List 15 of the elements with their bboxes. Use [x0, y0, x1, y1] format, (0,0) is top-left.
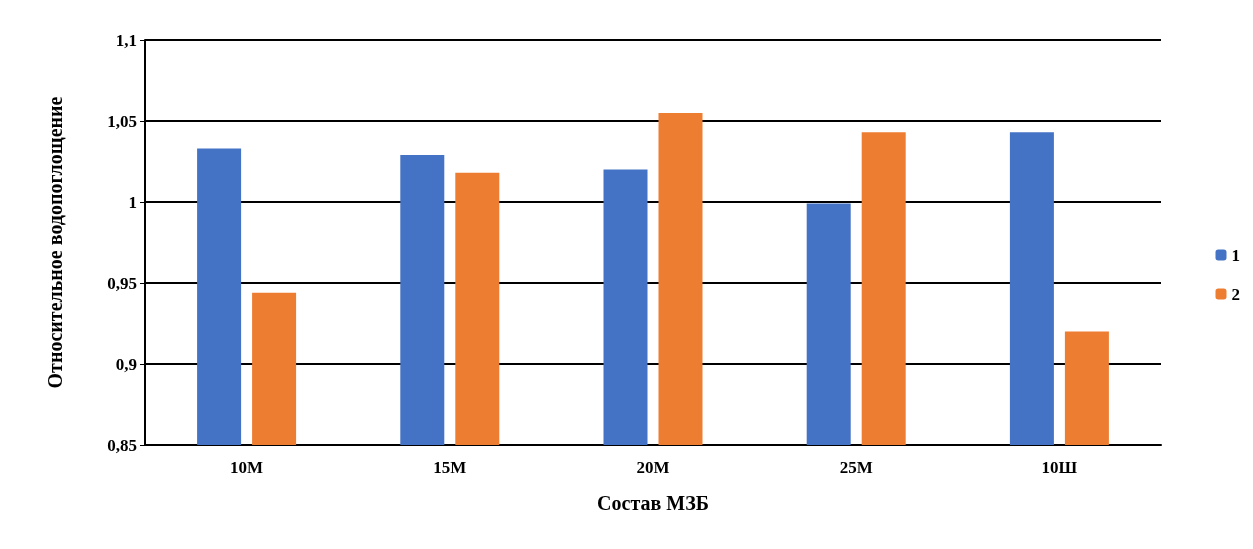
x-tick-label: 10Ш: [1041, 458, 1078, 477]
x-tick-label: 20М: [636, 458, 670, 477]
legend-label: 2: [1231, 284, 1240, 304]
x-tick-label: 25М: [839, 458, 873, 477]
y-tick-label: 1,05: [107, 111, 137, 131]
y-tick-label: 0,85: [107, 435, 137, 455]
y-tick-label: 0,95: [107, 273, 137, 293]
legend-label: 1: [1231, 245, 1240, 265]
x-tick-label: 10М: [230, 458, 264, 477]
y-tick-label: 1,1: [115, 30, 137, 50]
x-axis-title: Состав МЗБ: [597, 492, 709, 514]
y-tick-label: 0,9: [115, 354, 137, 374]
y-axis-title: Относительное водопоглощение: [44, 96, 66, 389]
x-tick-label: 15М: [433, 458, 467, 477]
y-tick-label: 1: [128, 192, 137, 212]
